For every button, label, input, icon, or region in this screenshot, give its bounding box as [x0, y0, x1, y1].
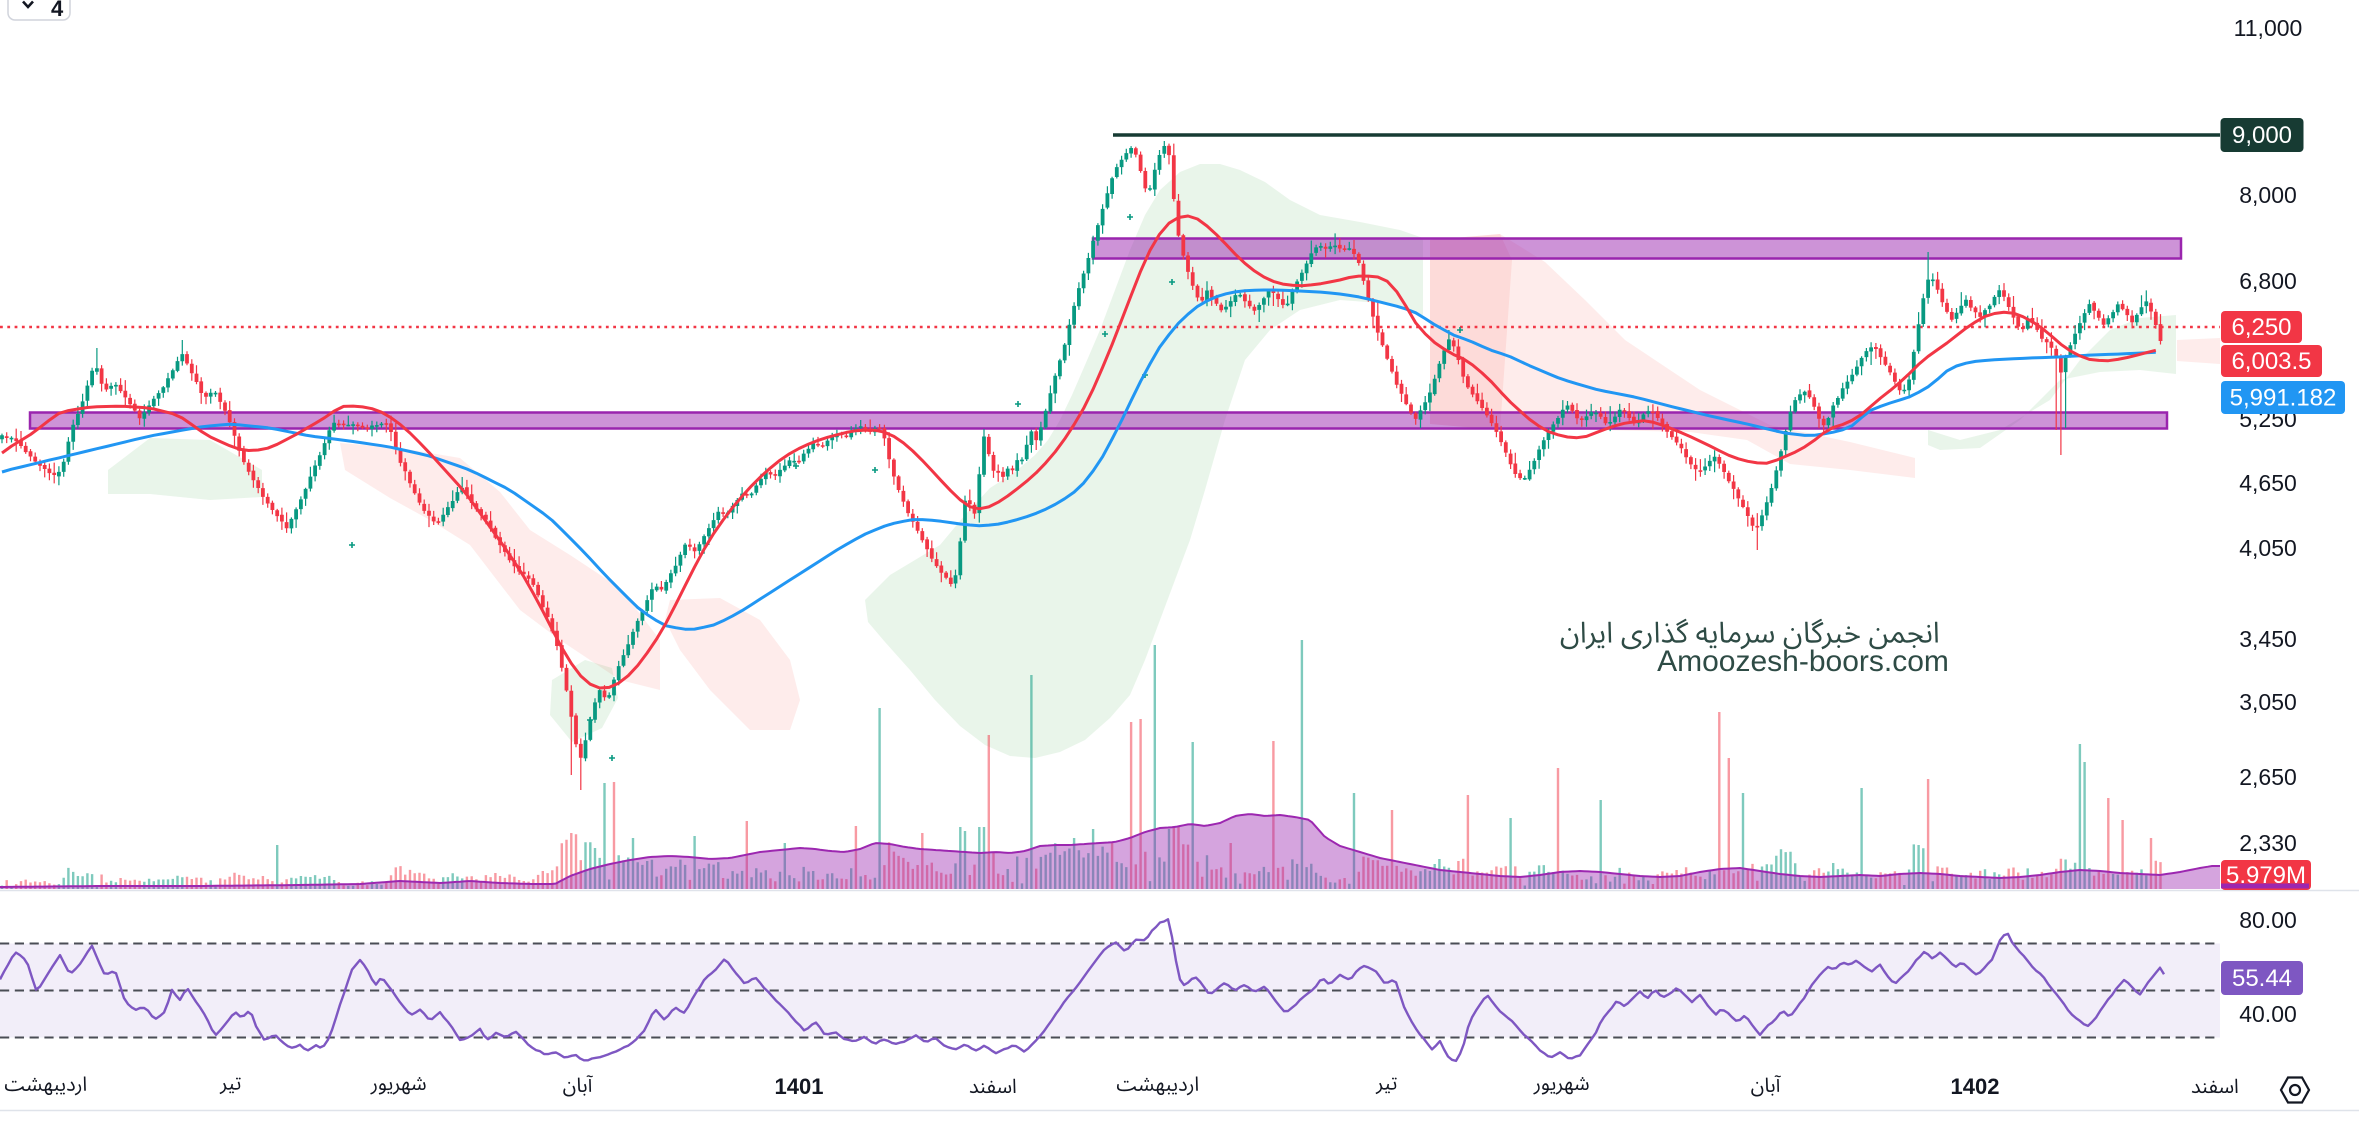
svg-text:6,003.5: 6,003.5	[2231, 348, 2311, 375]
svg-text:80.00: 80.00	[2239, 907, 2297, 933]
svg-text:2,330: 2,330	[2239, 830, 2297, 856]
svg-text:8,000: 8,000	[2239, 182, 2297, 208]
svg-text:1401: 1401	[775, 1074, 824, 1099]
svg-text:9,000: 9,000	[2232, 122, 2292, 149]
svg-text:55.44: 55.44	[2232, 965, 2292, 992]
svg-text:6,800: 6,800	[2239, 268, 2297, 294]
svg-text:4,650: 4,650	[2239, 470, 2297, 496]
svg-text:4: 4	[51, 0, 64, 21]
svg-text:2,650: 2,650	[2239, 764, 2297, 790]
svg-text:3,050: 3,050	[2239, 689, 2297, 715]
svg-text:3,450: 3,450	[2239, 626, 2297, 652]
svg-text:Amoozesh-boors.com: Amoozesh-boors.com	[1657, 645, 1949, 678]
svg-text:1402: 1402	[1951, 1074, 2000, 1099]
svg-text:40.00: 40.00	[2239, 1001, 2297, 1027]
svg-text:11,000: 11,000	[2234, 15, 2303, 41]
svg-text:4,050: 4,050	[2239, 535, 2297, 561]
svg-text:5,991.182: 5,991.182	[2230, 385, 2337, 412]
svg-text:6,250: 6,250	[2231, 314, 2291, 341]
